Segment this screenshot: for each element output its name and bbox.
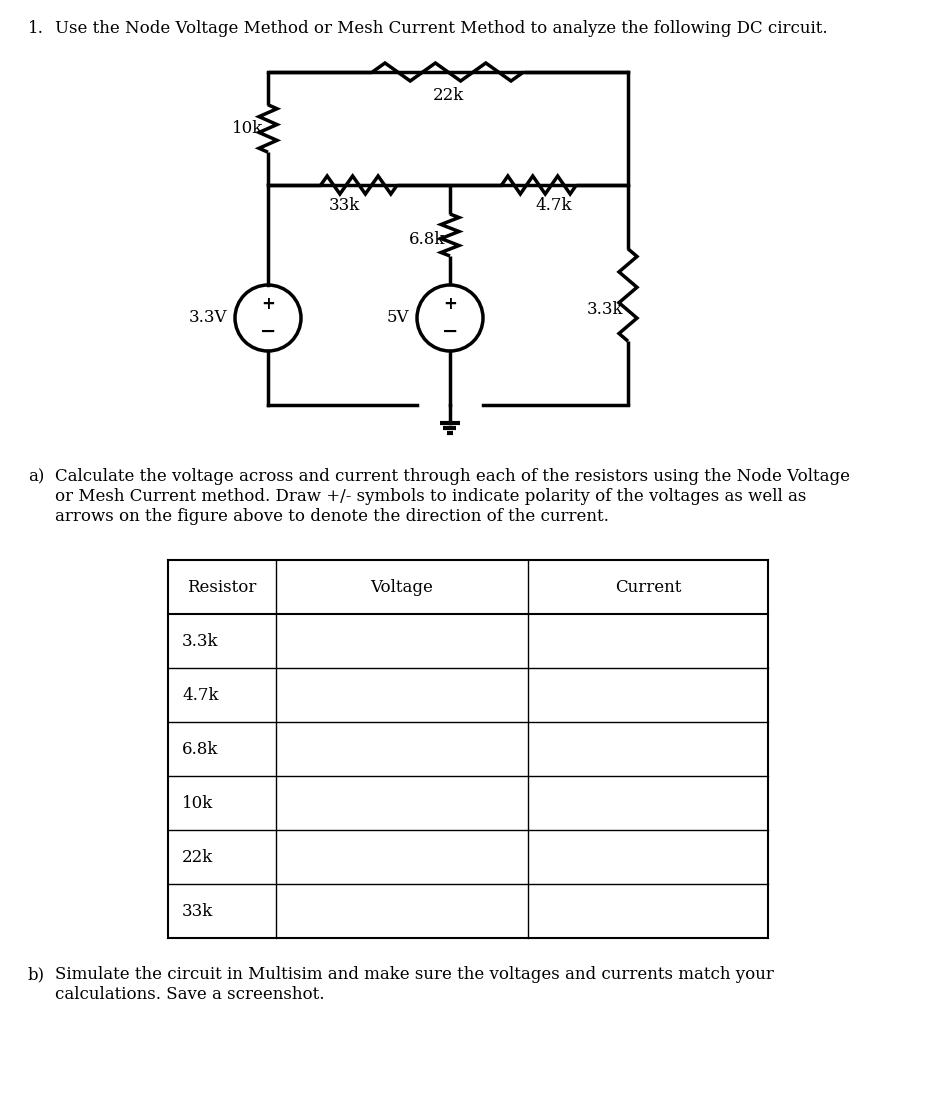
Text: calculations. Save a screenshot.: calculations. Save a screenshot. <box>55 986 324 1003</box>
Text: 1.: 1. <box>28 20 44 37</box>
Text: +: + <box>260 295 274 313</box>
Text: Calculate the voltage across and current through each of the resistors using the: Calculate the voltage across and current… <box>55 468 849 485</box>
Text: +: + <box>442 295 456 313</box>
Text: 33k: 33k <box>182 903 213 919</box>
Text: 4.7k: 4.7k <box>182 687 218 703</box>
Text: Voltage: Voltage <box>370 579 433 595</box>
Text: Simulate the circuit in Multisim and make sure the voltages and currents match y: Simulate the circuit in Multisim and mak… <box>55 966 773 984</box>
Text: 22k: 22k <box>182 849 213 865</box>
Text: 5V: 5V <box>386 310 409 326</box>
Text: 3.3k: 3.3k <box>586 302 622 318</box>
Text: 4.7k: 4.7k <box>535 197 572 214</box>
Text: 33k: 33k <box>328 197 360 214</box>
Text: 3.3V: 3.3V <box>188 310 227 326</box>
Text: −: − <box>260 323 276 341</box>
Text: Resistor: Resistor <box>187 579 257 595</box>
Text: b): b) <box>28 966 45 984</box>
Text: 10k: 10k <box>232 120 262 137</box>
Text: Use the Node Voltage Method or Mesh Current Method to analyze the following DC c: Use the Node Voltage Method or Mesh Curr… <box>55 20 827 37</box>
Text: arrows on the figure above to denote the direction of the current.: arrows on the figure above to denote the… <box>55 508 608 525</box>
Text: 6.8k: 6.8k <box>408 232 445 248</box>
Text: Current: Current <box>615 579 680 595</box>
Text: 6.8k: 6.8k <box>182 741 218 757</box>
Text: −: − <box>441 323 458 341</box>
Text: 22k: 22k <box>432 88 464 104</box>
Text: a): a) <box>28 468 44 485</box>
Text: or Mesh Current method. Draw +/- symbols to indicate polarity of the voltages as: or Mesh Current method. Draw +/- symbols… <box>55 488 806 505</box>
Text: 10k: 10k <box>182 794 213 812</box>
Text: 3.3k: 3.3k <box>182 632 218 650</box>
